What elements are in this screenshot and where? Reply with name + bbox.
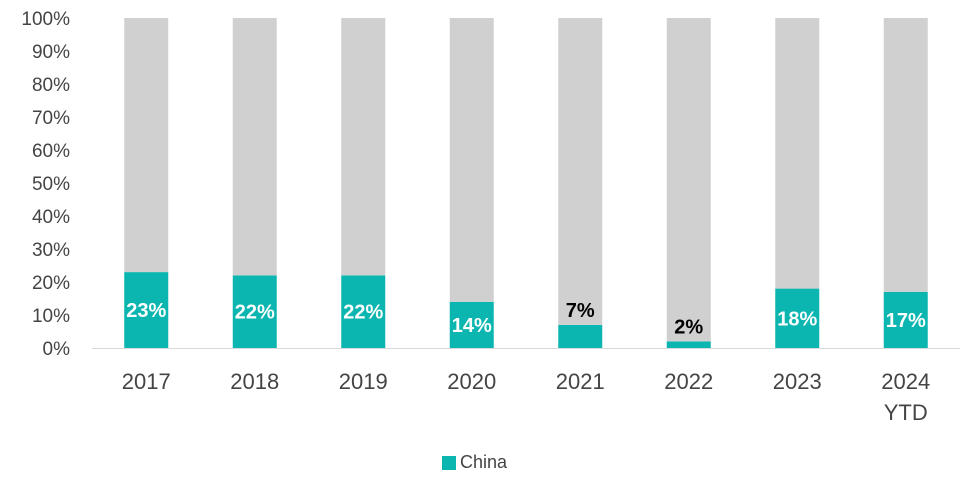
x-tick-label: 2021 xyxy=(556,369,605,394)
bar-china xyxy=(124,272,169,348)
bar-china xyxy=(449,301,494,348)
y-tick-label: 30% xyxy=(32,240,70,261)
data-labels: 23% 22% 22% 14% 7% 2% 18% 17% xyxy=(126,300,926,339)
y-tick-label: 90% xyxy=(32,42,70,63)
bar-other xyxy=(341,18,386,276)
bar-other xyxy=(558,18,603,325)
bar-china xyxy=(558,324,603,348)
bar-other xyxy=(666,18,711,342)
bar-china xyxy=(883,291,928,348)
bar-other xyxy=(883,18,928,292)
x-axis: 2017 2018 2019 2020 2021 2022 2023 2024 YTD xyxy=(92,348,960,425)
data-label-china: 7% xyxy=(566,300,595,322)
y-tick-label: 70% xyxy=(32,108,70,129)
data-label-china: 14% xyxy=(452,315,492,337)
data-label-china: 2% xyxy=(674,316,703,338)
x-tick-label: 2020 xyxy=(447,369,496,394)
x-tick-label: 2024 YTD xyxy=(881,369,930,425)
bar-china xyxy=(341,275,386,348)
data-label-china: 18% xyxy=(777,308,817,330)
y-tick-label: 10% xyxy=(32,306,70,327)
bar-other xyxy=(449,18,494,302)
bar-china xyxy=(232,275,277,348)
y-tick-label: 0% xyxy=(43,339,71,360)
y-tick-label: 60% xyxy=(32,141,70,162)
legend: China xyxy=(442,452,507,473)
y-tick-label: 40% xyxy=(32,207,70,228)
bars xyxy=(124,18,928,348)
bar-other xyxy=(124,18,169,273)
data-label-china: 22% xyxy=(343,302,383,324)
y-tick-label: 20% xyxy=(32,273,70,294)
x-tick-label: 2018 xyxy=(230,369,279,394)
x-tick-label: 2019 xyxy=(339,369,388,394)
x-tick-label: 2023 xyxy=(773,369,822,394)
data-label-china: 17% xyxy=(886,310,926,332)
y-tick-label: 80% xyxy=(32,75,70,96)
bar-china xyxy=(775,288,820,348)
bar-china xyxy=(666,341,711,348)
legend-label-china: China xyxy=(460,452,508,472)
legend-swatch-china xyxy=(442,455,456,470)
x-tick-label: 2017 xyxy=(122,369,171,394)
y-tick-label: 50% xyxy=(32,174,70,195)
y-tick-label: 100% xyxy=(21,9,70,30)
data-label-china: 23% xyxy=(126,300,166,322)
data-label-china: 22% xyxy=(235,302,275,324)
bar-other xyxy=(232,18,277,276)
y-axis: 0% 10% 20% 30% 40% 50% 60% 70% 80% 90% 100% xyxy=(21,9,70,360)
x-tick-label: 2022 xyxy=(664,369,713,394)
bar-other xyxy=(775,18,820,289)
